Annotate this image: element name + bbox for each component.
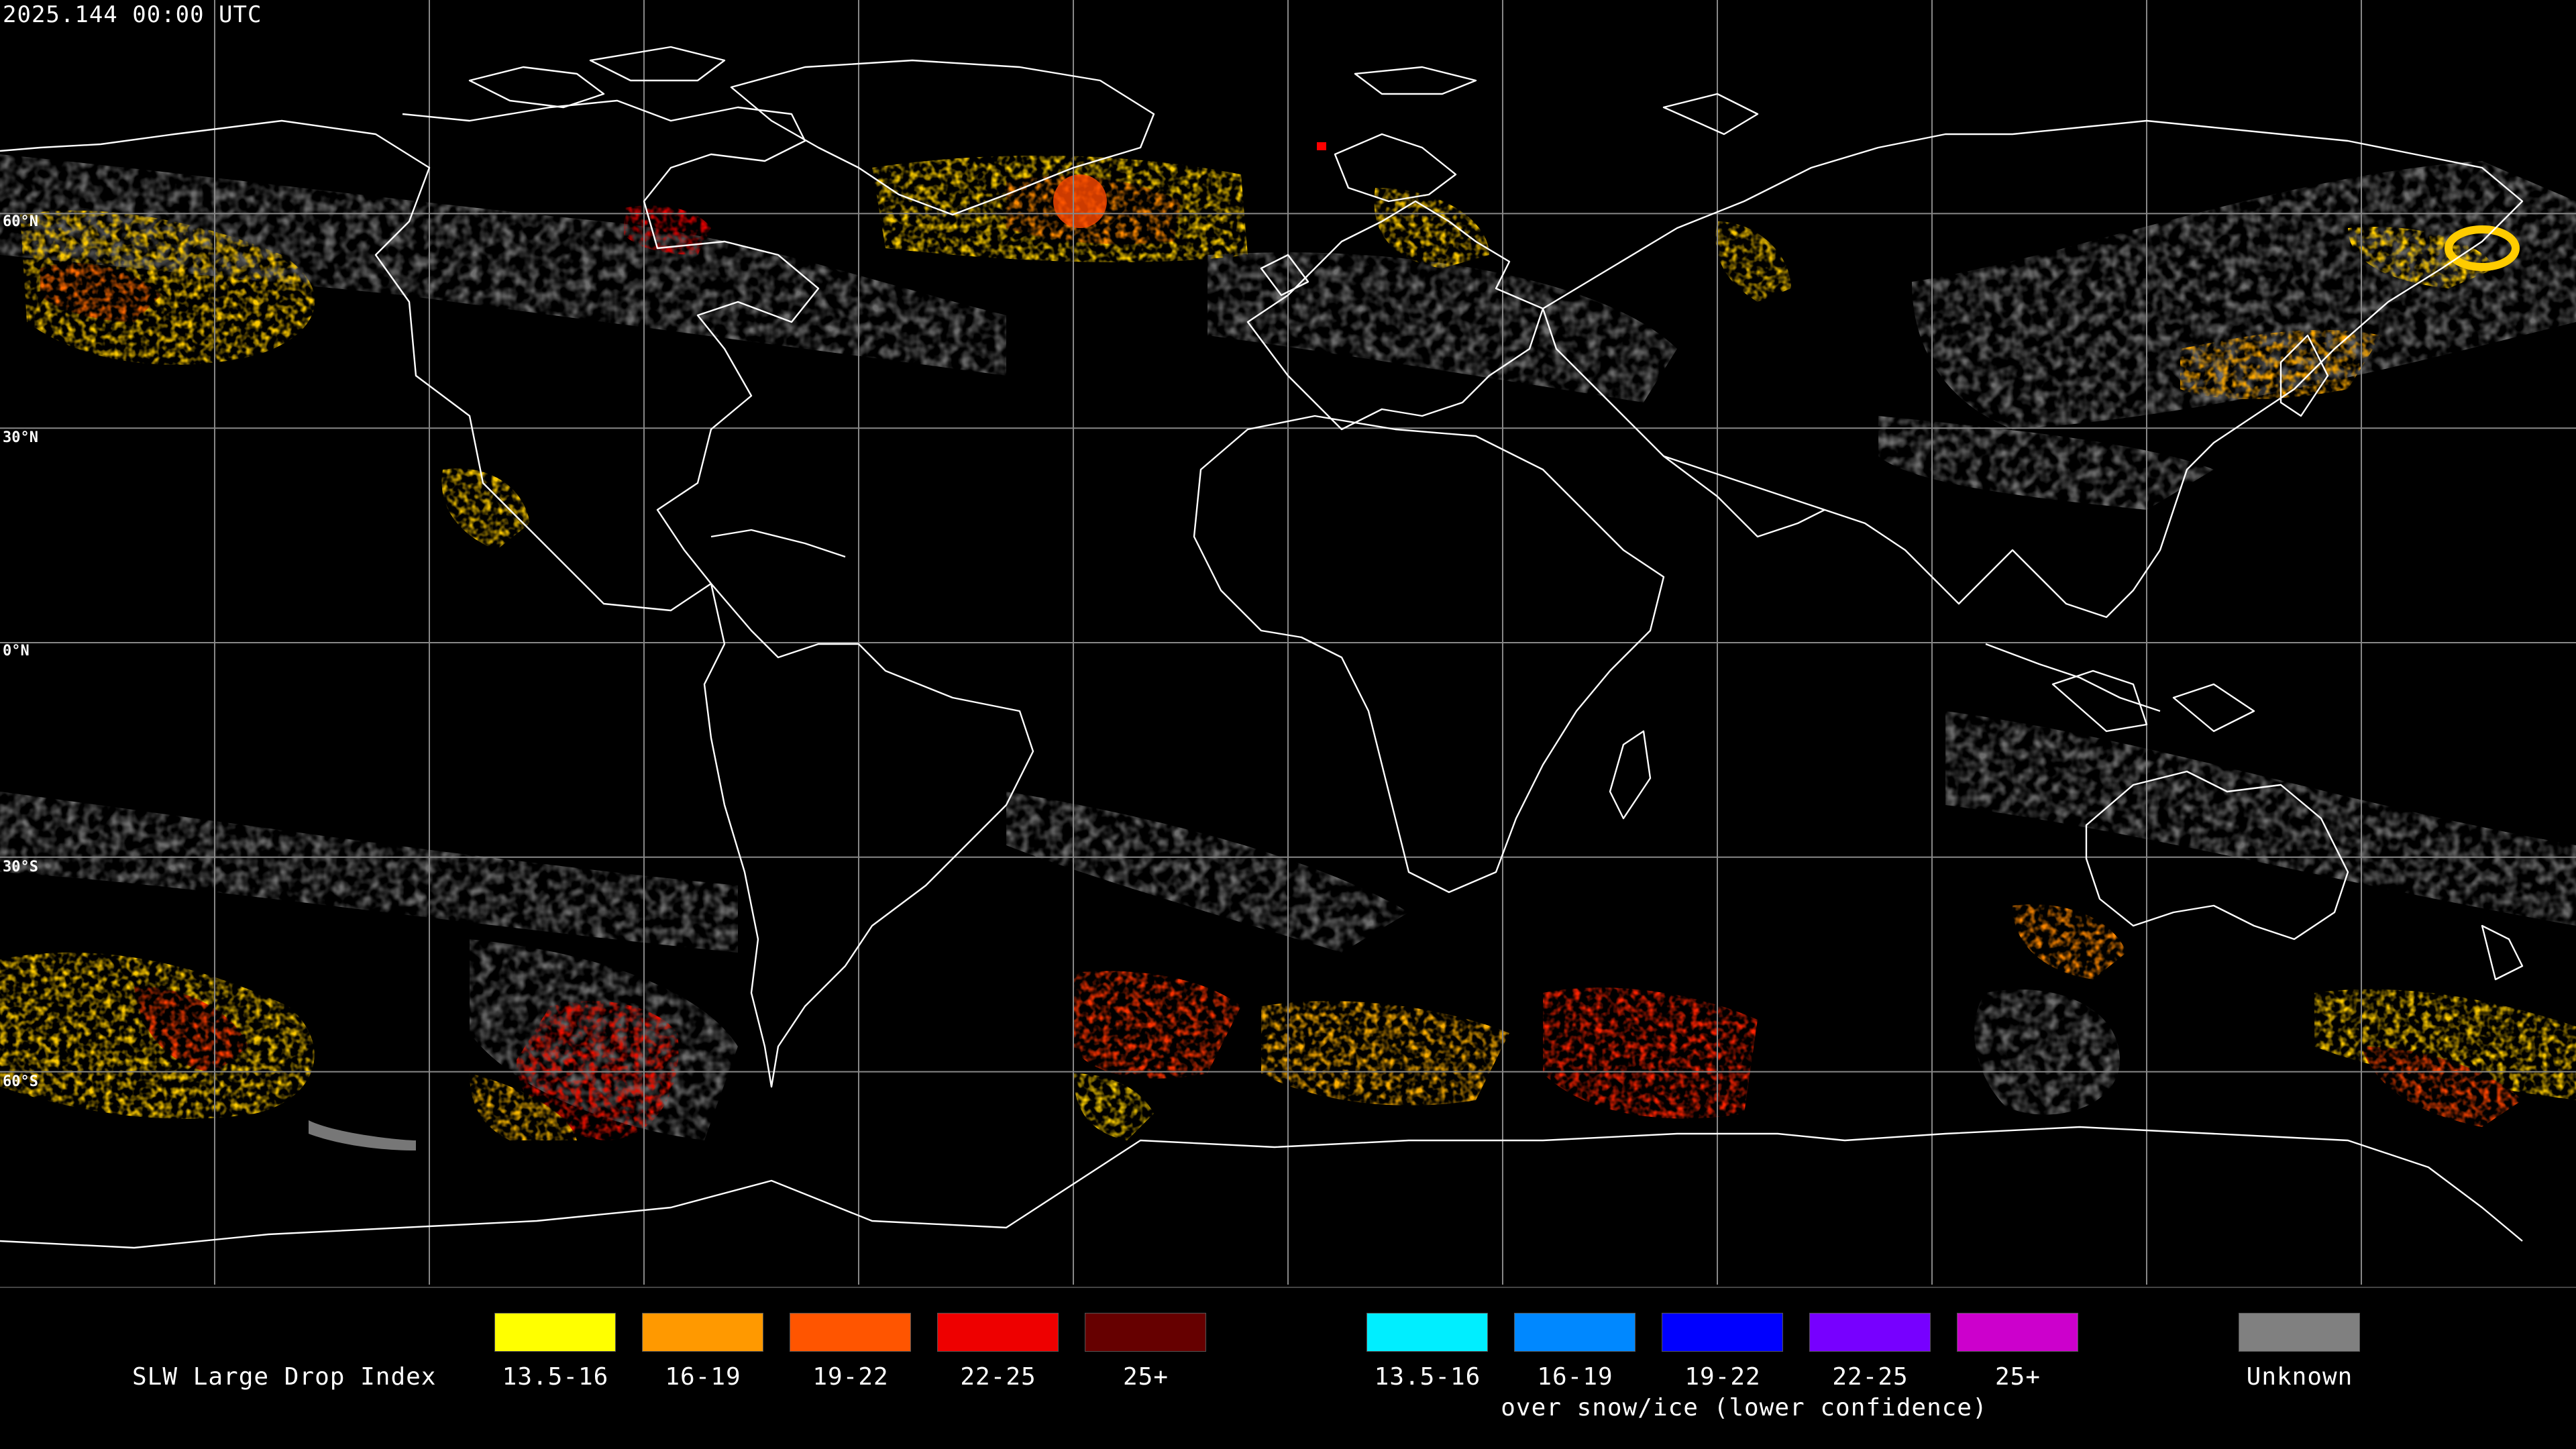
graticule: [0, 0, 2576, 1285]
coastlines: [0, 46, 2524, 1249]
swatch-snow-22-25: [1809, 1313, 1931, 1352]
timestamp-label: 2025.144 00:00 UTC: [3, 1, 262, 28]
swatch-std-16-19: [642, 1313, 763, 1352]
swatch-snow-16-19: [1514, 1313, 1635, 1352]
label-snow-19-22: 19-22: [1684, 1363, 1761, 1391]
swatch-std-22-25: [937, 1313, 1059, 1352]
label-std-22-25: 22-25: [960, 1363, 1036, 1391]
swatch-unknown: [2239, 1313, 2360, 1352]
slw-index-field: [0, 142, 2576, 1150]
snow-ice-note: over snow/ice (lower confidence): [1501, 1394, 1988, 1421]
lat-label-30n: 30°N: [3, 429, 38, 446]
world-map: [0, 0, 2576, 1285]
label-std-25plus: 25+: [1122, 1363, 1169, 1391]
legend-divider: [0, 1287, 2576, 1288]
label-std-19-22: 19-22: [812, 1363, 889, 1391]
swatch-std-19-22: [790, 1313, 911, 1352]
lat-label-60n: 60°N: [3, 213, 38, 230]
lat-label-0n: 0°N: [3, 643, 30, 659]
legend-title: SLW Large Drop Index: [132, 1363, 437, 1391]
label-std-13-16: 13.5-16: [502, 1363, 609, 1391]
label-snow-25plus: 25+: [1994, 1363, 2041, 1391]
label-unknown: Unknown: [2246, 1363, 2353, 1391]
swatch-snow-13-16: [1366, 1313, 1488, 1352]
swatch-std-25plus: [1085, 1313, 1206, 1352]
lat-label-30s: 30°S: [3, 859, 38, 875]
label-snow-22-25: 22-25: [1832, 1363, 1909, 1391]
swatch-snow-25plus: [1957, 1313, 2078, 1352]
lat-label-60s: 60°S: [3, 1073, 38, 1090]
swatch-snow-19-22: [1662, 1313, 1783, 1352]
label-std-16-19: 16-19: [665, 1363, 741, 1391]
label-snow-13-16: 13.5-16: [1374, 1363, 1481, 1391]
label-snow-16-19: 16-19: [1537, 1363, 1613, 1391]
swatch-std-13-16: [494, 1313, 616, 1352]
